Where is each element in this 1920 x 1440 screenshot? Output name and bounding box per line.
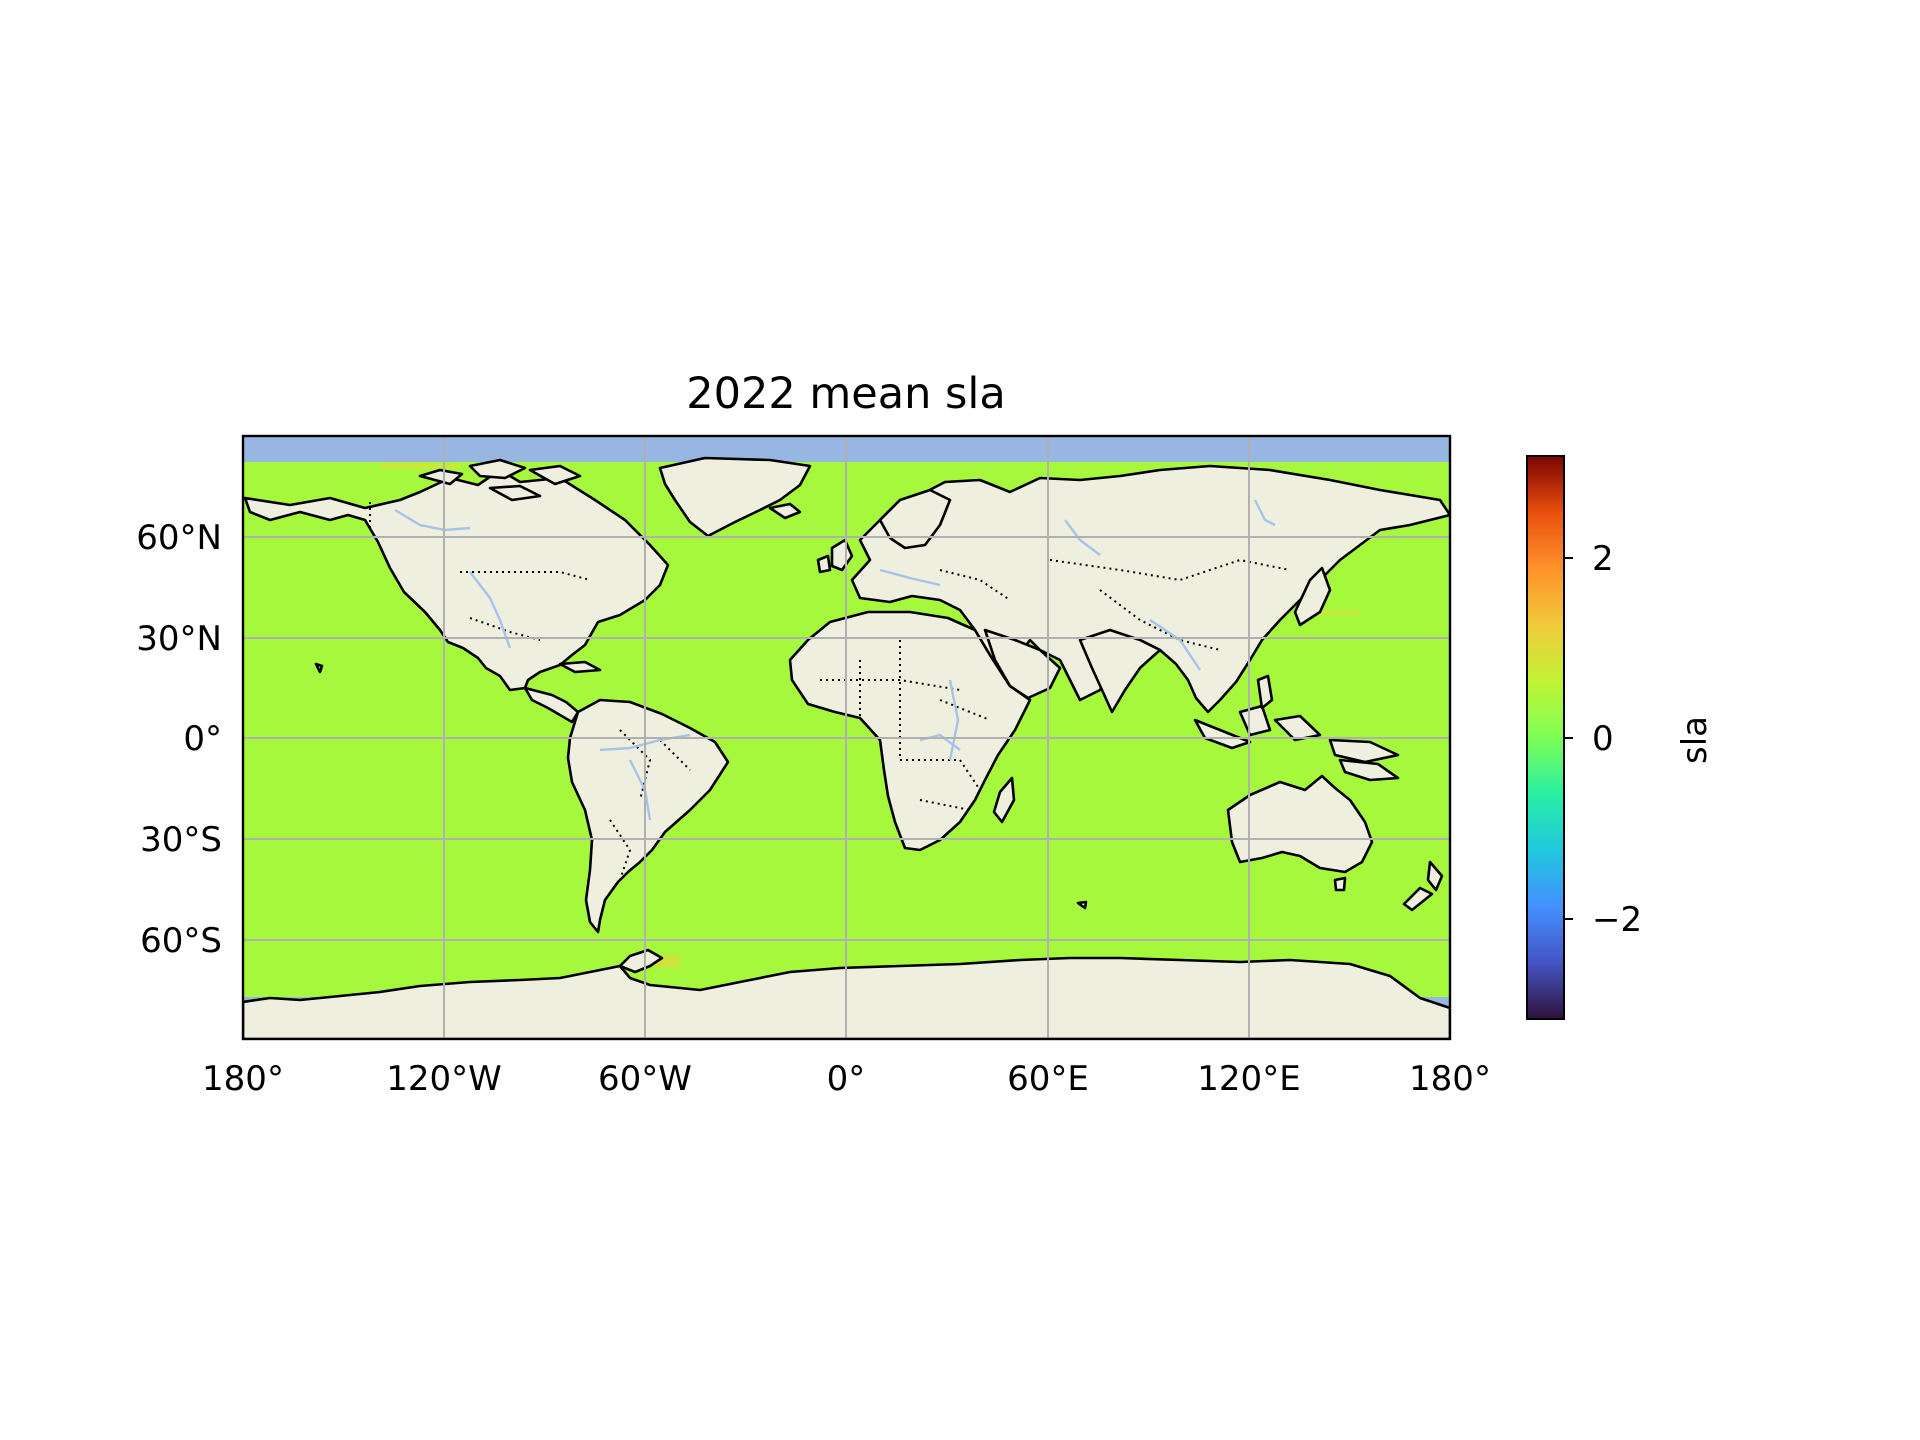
y-tick-label: 60°S — [140, 921, 222, 961]
colorbar-gradient — [1526, 455, 1565, 1020]
sla-anomaly-patch — [1320, 610, 1360, 616]
y-tick-labels: 60°N 30°N 0° 30°S 60°S — [136, 518, 222, 961]
colorbar-label: sla — [1675, 716, 1715, 764]
hawaii — [314, 662, 324, 674]
x-tick-label: 60°E — [1007, 1059, 1089, 1099]
japan — [1293, 566, 1332, 627]
y-tick-label: 0° — [183, 719, 222, 759]
greenland — [658, 456, 812, 538]
arabia — [983, 628, 1062, 700]
colorbar-tick-label: 2 — [1592, 539, 1614, 579]
africa — [788, 610, 1032, 852]
colorbar-tick-label: 0 — [1592, 719, 1614, 759]
central-america — [523, 686, 580, 724]
madagascar — [992, 776, 1016, 824]
philippines — [1256, 674, 1274, 710]
colorbar-ticks — [1564, 557, 1573, 920]
indonesia — [1193, 704, 1400, 764]
arctic-islands — [418, 458, 582, 502]
kerguelen — [1076, 900, 1088, 910]
gridlines — [243, 436, 1450, 1039]
colorbar: 2 0 −2 sla — [1526, 455, 1715, 1020]
y-tick-label: 30°N — [136, 619, 222, 659]
antarctic-peninsula — [618, 948, 664, 974]
x-tick-label: 180° — [202, 1059, 284, 1099]
x-tick-label: 120°E — [1197, 1059, 1300, 1099]
colorbar-tick-label: −2 — [1592, 900, 1642, 940]
india — [1078, 628, 1162, 714]
new-guinea — [1338, 758, 1400, 782]
south-america — [566, 698, 730, 934]
map-axes — [243, 436, 1450, 1039]
australia — [1226, 774, 1374, 874]
map-frame — [241, 434, 1452, 1041]
x-tick-label: 120°W — [386, 1059, 502, 1099]
x-tick-label: 0° — [827, 1059, 866, 1099]
land — [243, 456, 1450, 1039]
x-tick-label: 60°W — [598, 1059, 692, 1099]
borders — [369, 502, 1291, 881]
x-tick-labels: 180° 120°W 60°W 0° 60°E 120°E 180° — [202, 1059, 1491, 1099]
tasmania — [1333, 876, 1347, 892]
y-tick-label: 60°N — [136, 518, 222, 558]
caribbean — [558, 660, 602, 674]
sla-anomaly-patch — [380, 463, 460, 469]
new-zealand — [1402, 860, 1444, 912]
iceland — [768, 502, 802, 520]
x-tick-label: 180° — [1409, 1059, 1491, 1099]
scandinavia — [878, 488, 952, 550]
map-title: 2022 mean sla — [686, 369, 1005, 419]
y-tick-label: 30°S — [140, 820, 222, 860]
